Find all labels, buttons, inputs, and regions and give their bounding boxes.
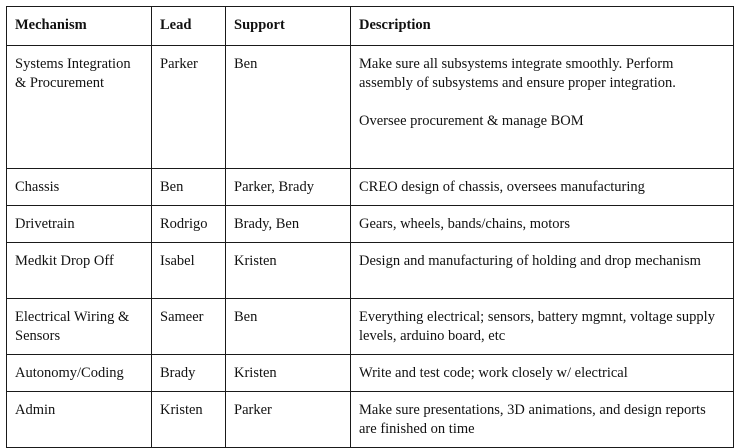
cell-description: CREO design of chassis, oversees manufac…	[350, 168, 734, 206]
cell-support: Kristen	[225, 242, 351, 299]
cell-description: Make sure presentations, 3D animations, …	[350, 391, 734, 448]
cell-lead: Ben	[151, 168, 226, 206]
cell-mechanism: Drivetrain	[6, 205, 152, 243]
cell-support: Brady, Ben	[225, 205, 351, 243]
header-lead: Lead	[151, 6, 226, 46]
cell-lead: Sameer	[151, 298, 226, 355]
cell-support: Kristen	[225, 354, 351, 392]
cell-lead: Kristen	[151, 391, 226, 448]
cell-support: Ben	[225, 298, 351, 355]
paragraph-spacer	[359, 93, 725, 112]
table-row: Chassis Ben Parker, Brady CREO design of…	[6, 168, 734, 206]
cell-description: Write and test code; work closely w/ ele…	[350, 354, 734, 392]
cell-support: Parker	[225, 391, 351, 448]
cell-lead: Brady	[151, 354, 226, 392]
table-row: Medkit Drop Off Isabel Kristen Design an…	[6, 242, 734, 299]
header-row: Mechanism Lead Support Description	[6, 6, 734, 46]
table-row: Admin Kristen Parker Make sure presentat…	[6, 391, 734, 448]
cell-lead: Rodrigo	[151, 205, 226, 243]
header-mechanism: Mechanism	[6, 6, 152, 46]
cell-description: Everything electrical; sensors, battery …	[350, 298, 734, 355]
cell-lead: Parker	[151, 45, 226, 169]
cell-mechanism: Autonomy/Coding	[6, 354, 152, 392]
description-paragraph: Oversee procurement & manage BOM	[359, 113, 584, 129]
cell-lead: Isabel	[151, 242, 226, 299]
header-support: Support	[225, 6, 351, 46]
cell-support: Parker, Brady	[225, 168, 351, 206]
cell-description: Design and manufacturing of holding and …	[350, 242, 734, 299]
header-description: Description	[350, 6, 734, 46]
table-row: Drivetrain Rodrigo Brady, Ben Gears, whe…	[6, 205, 734, 243]
table-row: Systems Integration & Procurement Parker…	[6, 45, 734, 169]
cell-mechanism: Medkit Drop Off	[6, 242, 152, 299]
cell-mechanism: Electrical Wiring & Sensors	[6, 298, 152, 355]
cell-mechanism: Admin	[6, 391, 152, 448]
table-row: Electrical Wiring & Sensors Sameer Ben E…	[6, 298, 734, 355]
responsibilities-table: Mechanism Lead Support Description Syste…	[6, 6, 734, 448]
cell-description: Make sure all subsystems integrate smoot…	[350, 45, 734, 169]
cell-support: Ben	[225, 45, 351, 169]
cell-mechanism: Chassis	[6, 168, 152, 206]
cell-description: Gears, wheels, bands/chains, motors	[350, 205, 734, 243]
cell-mechanism: Systems Integration & Procurement	[6, 45, 152, 169]
description-paragraph: Make sure all subsystems integrate smoot…	[359, 56, 676, 91]
table-row: Autonomy/Coding Brady Kristen Write and …	[6, 354, 734, 392]
